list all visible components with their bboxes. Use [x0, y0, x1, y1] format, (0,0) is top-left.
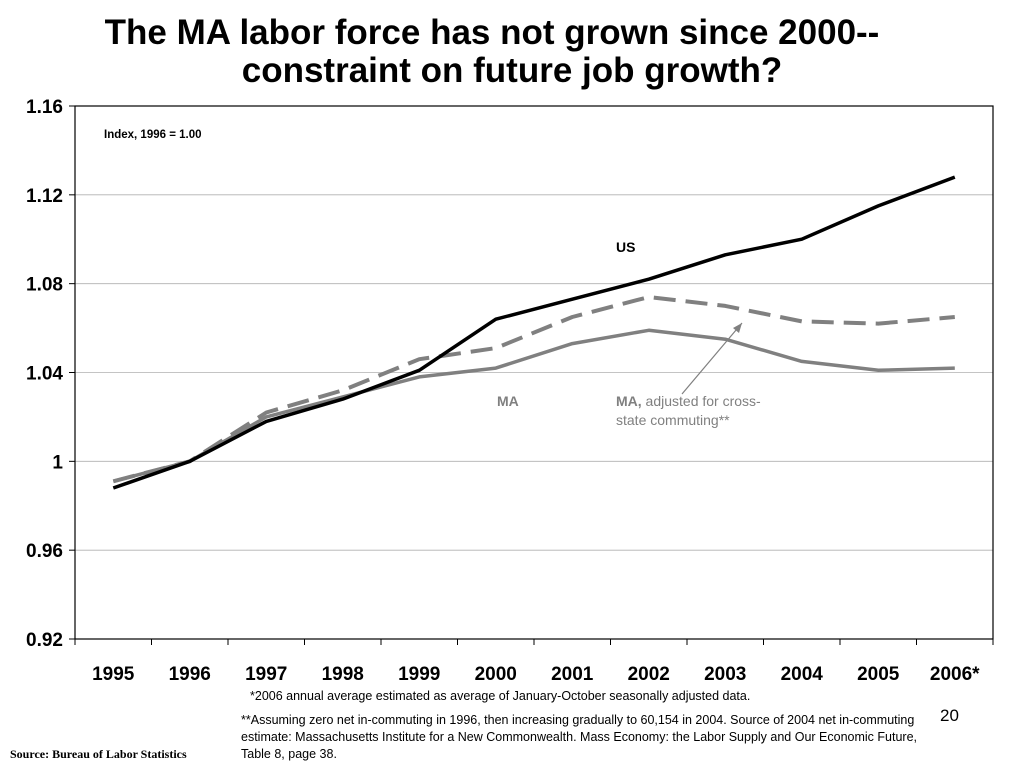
y-tick-label: 1.08: [26, 275, 63, 296]
x-tick-label: 1999: [398, 664, 440, 685]
annotation-arrowhead: [733, 323, 742, 333]
y-tick-label: 1: [52, 452, 63, 473]
x-tick-label: 1998: [322, 664, 364, 685]
footnote-commuting: **Assuming zero net in-commuting in 1996…: [241, 713, 917, 761]
page-number: 20: [940, 706, 959, 725]
x-tick-label: 1997: [245, 664, 287, 685]
series-label-ma: MA: [497, 393, 519, 409]
x-tick-label: 1995: [92, 664, 135, 685]
index-annotation: Index, 1996 = 1.00: [104, 129, 202, 141]
footnote-2006: *2006 annual average estimated as averag…: [250, 689, 751, 703]
y-tick-label: 0.92: [26, 630, 63, 651]
series-label-us: US: [616, 239, 635, 255]
x-tick-label: 2002: [628, 664, 670, 685]
page-title: The MA labor force has not grown since 2…: [0, 14, 1024, 90]
x-tick-label: 2000: [475, 664, 517, 685]
title-line-2: constraint on future job growth?: [241, 51, 783, 90]
x-tick-label: 2003: [704, 664, 746, 685]
series-label-ma-adjusted-line2: state commuting**: [616, 412, 730, 428]
y-tick-label: 0.96: [26, 541, 63, 562]
x-tick-label: 2004: [781, 664, 824, 685]
y-tick-label: 1.16: [26, 97, 63, 118]
annotation-arrow: [681, 322, 743, 395]
y-tick-label: 1.12: [26, 186, 63, 207]
y-tick-label: 1.04: [26, 364, 63, 385]
x-tick-label: 2006*: [930, 664, 980, 685]
series-label-ma-adjusted: MA, adjusted for cross-: [616, 393, 761, 409]
x-tick-label: 1996: [169, 664, 211, 685]
series-line-ma-adjusted: [112, 295, 955, 484]
x-tick-label: 2005: [857, 664, 900, 685]
source-note: Source: Bureau of Labor Statistics: [10, 747, 187, 761]
x-tick-label: 2001: [551, 664, 594, 685]
title-line-1: The MA labor force has not grown since 2…: [104, 13, 880, 52]
series-line-ma: [112, 328, 955, 483]
line-chart: 0.92 0.96 1 1.04 1.08 1.12 1.16 1995 1996 1997 199…: [26, 97, 994, 685]
series-line-us: [112, 175, 956, 490]
